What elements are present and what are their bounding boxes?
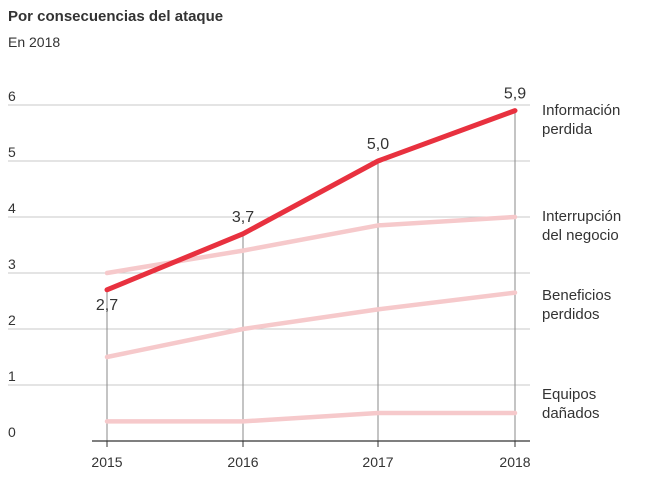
- y-tick-label: 0: [8, 424, 16, 440]
- series-line-0: [104, 108, 518, 293]
- series-label: dañados: [542, 405, 600, 422]
- y-axis: 0 1 2 3 4 5 6: [8, 88, 16, 440]
- series-label: Interrupción: [542, 208, 621, 225]
- series-line-2: [104, 290, 518, 360]
- data-labels: 2,7 3,7 5,0 5,9: [96, 86, 526, 314]
- y-tick-label: 5: [8, 144, 16, 160]
- data-label: 3,7: [232, 209, 254, 226]
- x-tick-label: 2016: [227, 454, 258, 470]
- x-tick-label: 2017: [362, 454, 393, 470]
- series-label: Equipos: [542, 386, 596, 403]
- data-label: 5,9: [504, 86, 526, 103]
- series-lines: [104, 108, 518, 424]
- series-line-3: [104, 410, 518, 424]
- chart-title: Por consecuencias del ataque: [8, 8, 223, 25]
- y-tick-label: 2: [8, 312, 16, 328]
- gridlines: [8, 104, 530, 441]
- y-tick-label: 1: [8, 368, 16, 384]
- series-label: perdidos: [542, 306, 600, 323]
- y-tick-label: 4: [8, 200, 16, 216]
- series-label: Beneficios: [542, 287, 611, 304]
- series-label: del negocio: [542, 227, 619, 244]
- series-label: Información: [542, 102, 620, 119]
- y-tick-label: 6: [8, 88, 16, 104]
- chart-subtitle: En 2018: [8, 34, 60, 50]
- y-tick-label: 3: [8, 256, 16, 272]
- x-axis: 2015 2016 2017 2018: [91, 440, 531, 470]
- data-label: 5,0: [367, 136, 389, 153]
- series-label: perdida: [542, 121, 593, 138]
- series-labels: Información perdida Interrupción del negoci…: [542, 102, 621, 422]
- data-label: 2,7: [96, 297, 118, 314]
- x-tick-label: 2018: [499, 454, 530, 470]
- x-tick-label: 2015: [91, 454, 122, 470]
